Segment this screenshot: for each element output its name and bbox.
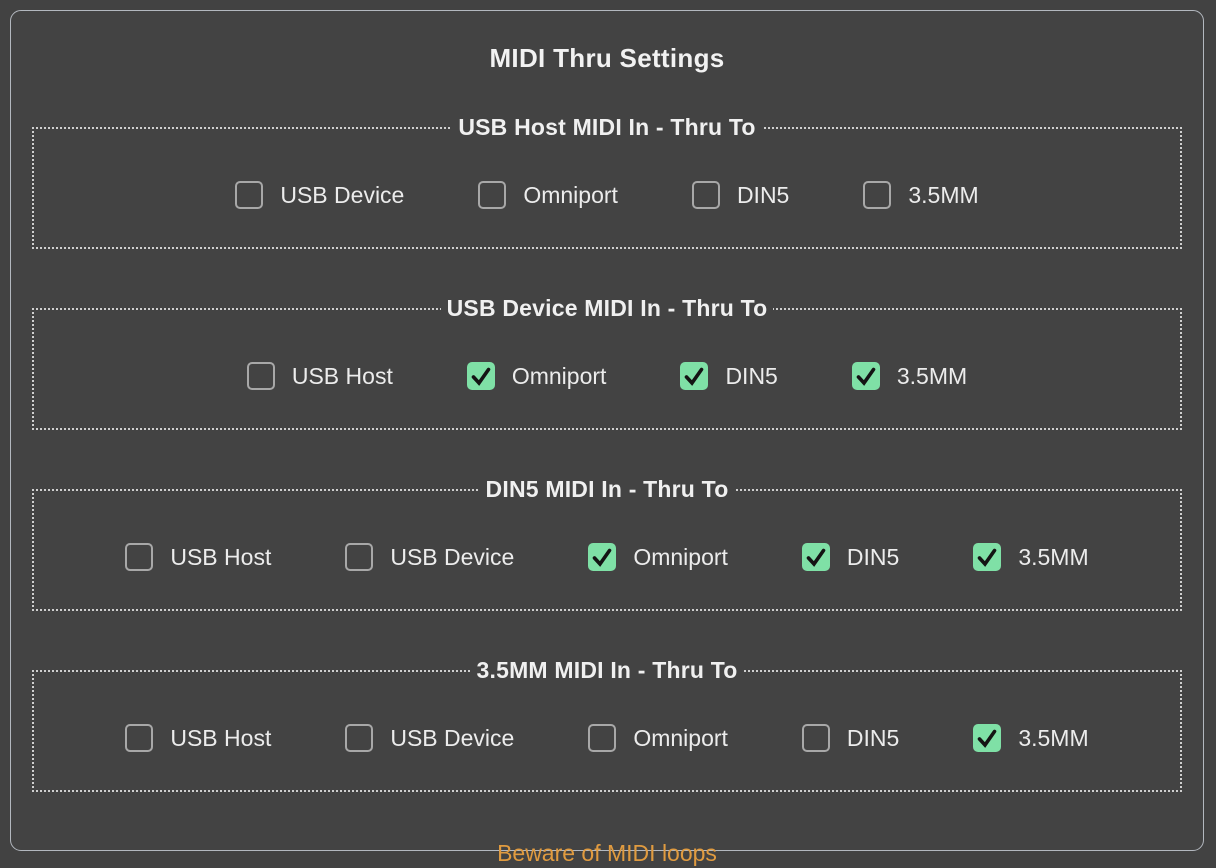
checkbox-checked[interactable] xyxy=(801,543,830,571)
thru-option-din5[interactable]: DIN5 xyxy=(680,362,778,390)
checkbox-label[interactable]: USB Device xyxy=(390,543,515,570)
checkbox-unchecked[interactable] xyxy=(345,543,374,571)
checkbox-label[interactable]: USB Host xyxy=(170,543,272,570)
checkbox-label[interactable]: DIN5 xyxy=(846,543,900,570)
group-legend: 3.5MM MIDI In - Thru To xyxy=(476,657,738,683)
checkmark-icon xyxy=(593,548,612,567)
midi-thru-group: 3.5MM MIDI In - Thru To USB Host USB Dev… xyxy=(32,657,1182,792)
checkbox-checked[interactable] xyxy=(466,362,495,390)
thru-option-3-5mm[interactable]: 3.5MM xyxy=(863,181,979,209)
checkbox-label[interactable]: Omniport xyxy=(633,724,728,751)
thru-option-omniport[interactable]: Omniport xyxy=(588,724,728,752)
checkbox-unchecked[interactable] xyxy=(588,724,617,752)
options-row: USB Host USB Device Omniport DIN5 3.5MM xyxy=(42,724,1172,752)
midi-loop-warning: Beware of MIDI loops xyxy=(497,840,717,866)
options-row: USB Device Omniport DIN5 3.5MM xyxy=(42,181,1172,209)
checkbox-unchecked[interactable] xyxy=(246,362,275,390)
checkbox-label[interactable]: USB Device xyxy=(390,724,515,751)
checkbox-unchecked[interactable] xyxy=(863,181,892,209)
checkbox-unchecked[interactable] xyxy=(125,543,154,571)
checkmark-icon xyxy=(978,548,997,567)
checkbox-checked[interactable] xyxy=(973,543,1002,571)
checkbox-checked[interactable] xyxy=(588,543,617,571)
checkmark-icon xyxy=(978,729,997,748)
options-row: USB Host USB Device Omniport DIN5 3.5MM xyxy=(42,543,1172,571)
checkmark-icon xyxy=(856,367,876,386)
checkbox-label[interactable]: DIN5 xyxy=(736,181,790,208)
thru-option-omniport[interactable]: Omniport xyxy=(588,543,728,571)
checkbox-label[interactable]: Omniport xyxy=(511,362,607,389)
checkbox-unchecked[interactable] xyxy=(478,181,507,209)
checkmark-icon xyxy=(471,367,491,386)
checkbox-label[interactable]: USB Host xyxy=(291,362,393,389)
checkbox-checked[interactable] xyxy=(973,724,1002,752)
thru-option-usb-device[interactable]: USB Device xyxy=(235,181,404,209)
midi-thru-group: DIN5 MIDI In - Thru To USB Host USB Devi… xyxy=(32,476,1182,611)
group-legend: USB Host MIDI In - Thru To xyxy=(458,114,756,140)
checkbox-label[interactable]: 3.5MM xyxy=(896,362,968,389)
thru-option-usb-device[interactable]: USB Device xyxy=(345,543,514,571)
checkbox-unchecked[interactable] xyxy=(125,724,154,752)
checkbox-label[interactable]: DIN5 xyxy=(846,724,900,751)
checkbox-label[interactable]: Omniport xyxy=(523,181,618,208)
thru-option-omniport[interactable]: Omniport xyxy=(466,362,607,390)
checkbox-label[interactable]: 3.5MM xyxy=(1018,543,1089,570)
thru-option-omniport[interactable]: Omniport xyxy=(478,181,618,209)
thru-option-din5[interactable]: DIN5 xyxy=(801,724,900,752)
checkbox-label[interactable]: USB Host xyxy=(170,724,272,751)
checkbox-unchecked[interactable] xyxy=(691,181,720,209)
group-legend: USB Device MIDI In - Thru To xyxy=(446,295,768,321)
groups-container: USB Host MIDI In - Thru To USB Device Om… xyxy=(11,114,1203,838)
checkbox-checked[interactable] xyxy=(680,362,709,390)
thru-option-din5[interactable]: DIN5 xyxy=(691,181,790,209)
thru-option-usb-host[interactable]: USB Host xyxy=(125,724,271,752)
checkbox-label[interactable]: Omniport xyxy=(633,543,728,570)
thru-option-usb-host[interactable]: USB Host xyxy=(125,543,271,571)
checkbox-label[interactable]: USB Device xyxy=(280,181,405,208)
page-title: MIDI Thru Settings xyxy=(489,43,725,73)
checkbox-label[interactable]: 3.5MM xyxy=(908,181,979,208)
thru-option-usb-device[interactable]: USB Device xyxy=(345,724,514,752)
checkbox-checked[interactable] xyxy=(851,362,880,390)
midi-thru-settings-panel: MIDI Thru Settings USB Host MIDI In - Th… xyxy=(10,10,1204,866)
thru-option-usb-host[interactable]: USB Host xyxy=(246,362,393,390)
checkbox-label[interactable]: DIN5 xyxy=(725,362,778,389)
checkmark-icon xyxy=(806,548,826,567)
checkmark-icon xyxy=(685,367,704,386)
thru-option-3-5mm[interactable]: 3.5MM xyxy=(973,543,1089,571)
checkbox-unchecked[interactable] xyxy=(345,724,374,752)
options-row: USB Host Omniport DIN5 3.5MM xyxy=(42,362,1172,390)
thru-option-3-5mm[interactable]: 3.5MM xyxy=(973,724,1089,752)
group-legend: DIN5 MIDI In - Thru To xyxy=(485,476,729,502)
thru-option-din5[interactable]: DIN5 xyxy=(801,543,900,571)
checkbox-unchecked[interactable] xyxy=(235,181,264,209)
checkbox-label[interactable]: 3.5MM xyxy=(1018,724,1089,751)
checkbox-unchecked[interactable] xyxy=(801,724,830,752)
midi-thru-group: USB Host MIDI In - Thru To USB Device Om… xyxy=(32,114,1182,249)
midi-thru-group: USB Device MIDI In - Thru To USB Host Om… xyxy=(32,295,1182,430)
thru-option-3-5mm[interactable]: 3.5MM xyxy=(851,362,968,390)
